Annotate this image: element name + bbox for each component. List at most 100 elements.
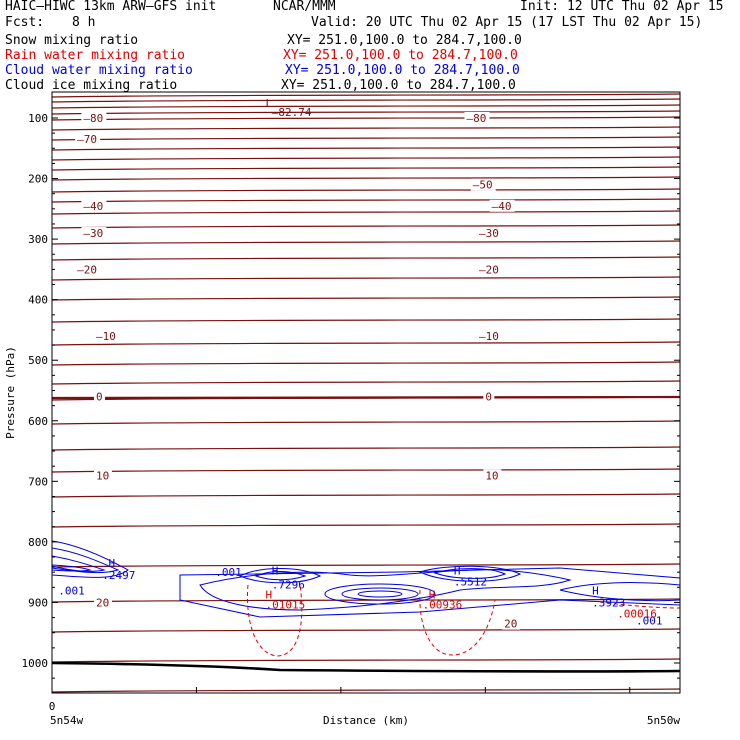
isotherm-label: –40 — [492, 200, 512, 213]
isotherm-label: 0 — [485, 391, 492, 404]
cloud-water-contour — [433, 568, 507, 579]
isotherm-label: –80 — [83, 112, 103, 125]
extremum-label: H — [592, 584, 599, 597]
field-cloud-ice-name: Cloud ice mixing ratio — [5, 78, 178, 93]
contour-labels: –80 –80 –70 –50 –40 –40 –30 –30 –20 –20 –10 –10 0 0 10… — [58, 97, 662, 631]
field-snow-name: Snow mixing ratio — [5, 33, 139, 48]
isotherm-line — [51, 341, 681, 346]
isotherm-line — [51, 296, 681, 301]
isotherm-label: –30 — [83, 227, 103, 240]
isotherm-line — [51, 380, 681, 385]
isotherm-label: –50 — [473, 179, 493, 192]
isotherm-label: 10 — [485, 469, 498, 482]
forecast-label: Fcst: — [5, 15, 45, 30]
y-tick-label: 900 — [28, 596, 48, 609]
label-mask — [93, 596, 112, 609]
isotherm-line — [51, 156, 681, 161]
extremum-label: .001 — [636, 615, 663, 628]
label-mask — [93, 330, 119, 342]
isotherm-line — [51, 563, 681, 568]
field-cloud-water-xy: XY= 251.0,100.0 to 284.7,100.0 — [285, 63, 520, 78]
y-tick-label: 700 — [28, 475, 48, 488]
isotherm-label: –20 — [77, 263, 97, 276]
label-mask — [502, 617, 521, 630]
isotherm-line — [51, 628, 681, 633]
isotherm-line — [51, 256, 681, 261]
y-tick-label: 500 — [28, 354, 48, 367]
isotherm-line — [51, 98, 681, 103]
isotherm-label: –80 — [466, 112, 486, 125]
isotherm-label: 20 — [504, 618, 517, 631]
rain-water-contour — [599, 601, 681, 609]
isotherm-line — [51, 198, 681, 203]
isotherm-line — [51, 166, 681, 171]
isotherm-label: –70 — [77, 133, 97, 146]
extremum-label: H — [109, 557, 116, 570]
isotherm-line — [51, 446, 681, 451]
label-mask — [477, 227, 503, 240]
isotherm-line — [51, 523, 681, 528]
label-mask — [93, 469, 112, 482]
isotherm-line — [51, 116, 681, 121]
field-cloud-ice-xy: XY= 251.0,100.0 to 284.7,100.0 — [281, 78, 516, 93]
cloud-water-contour — [199, 569, 572, 611]
isotherm-line — [51, 240, 681, 245]
isotherm-line — [51, 361, 681, 366]
label-mask — [477, 330, 503, 342]
isotherm-label: –40 — [83, 200, 103, 213]
isotherm-line — [51, 104, 681, 109]
y-tick-label: 600 — [28, 415, 48, 428]
isotherm-lines — [51, 93, 681, 693]
extremum-label: H — [272, 564, 279, 577]
label-mask — [81, 199, 107, 212]
extremum-label: .001 — [215, 566, 242, 579]
rain-water-contour — [419, 589, 496, 656]
extremum-label: H — [266, 589, 273, 602]
extremum-label: .00936 — [423, 598, 463, 611]
label-mask — [464, 112, 490, 124]
extremum-label: –82.74 — [272, 106, 312, 119]
cloud-water-contour — [51, 564, 92, 572]
isotherm-line — [51, 276, 681, 281]
isotherm-line — [51, 493, 681, 498]
x-origin-label: 0 — [49, 700, 56, 713]
isotherm-label: 20 — [96, 596, 109, 609]
label-mask — [93, 390, 105, 403]
label-mask — [75, 263, 101, 276]
extremum-label: H — [454, 564, 461, 577]
y-axis-title: Pressure (hPa) — [4, 346, 17, 439]
extremum-label: .7296 — [272, 578, 305, 591]
label-mask — [81, 112, 107, 124]
model-title: HAIC–HIWC 13km ARW–GFS init — [5, 0, 217, 14]
y-tick-label: 1000 — [22, 657, 49, 670]
field-rain-name: Rain water mixing ratio — [5, 48, 186, 63]
label-mask — [489, 199, 515, 212]
isotherm-label: –20 — [479, 263, 499, 276]
extremum-label: H — [429, 589, 436, 602]
cloud-water-contour — [324, 583, 436, 605]
label-mask — [75, 133, 101, 146]
isotherm-line — [51, 598, 681, 603]
y-tick-label: 300 — [28, 233, 48, 246]
label-mask — [483, 469, 502, 482]
cloud-water-contour — [238, 568, 322, 584]
isotherm-line — [51, 224, 681, 229]
isotherm-line — [51, 93, 681, 98]
isotherm-line — [51, 210, 681, 215]
isotherm-line — [51, 110, 681, 115]
rain-water-contour — [246, 584, 303, 657]
axes: 1002003004005006007008009001000Pressure … — [4, 91, 681, 727]
isotherm-line — [51, 468, 681, 473]
field-cloud-water-name: Cloud water mixing ratio — [5, 63, 193, 78]
isotherm-label: –30 — [479, 227, 499, 240]
label-mask — [483, 390, 495, 403]
label-mask — [81, 227, 107, 240]
cloud-water-contour — [341, 587, 419, 601]
isotherm-label: –10 — [96, 330, 116, 343]
extremum-label: .3923 — [592, 596, 625, 609]
label-mask — [470, 178, 496, 191]
terrain-line — [51, 661, 681, 673]
extremum-label: L — [266, 97, 273, 110]
y-tick-label: 200 — [28, 173, 48, 186]
field-snow-xy: XY= 251.0,100.0 to 284.7,100.0 — [287, 33, 522, 48]
